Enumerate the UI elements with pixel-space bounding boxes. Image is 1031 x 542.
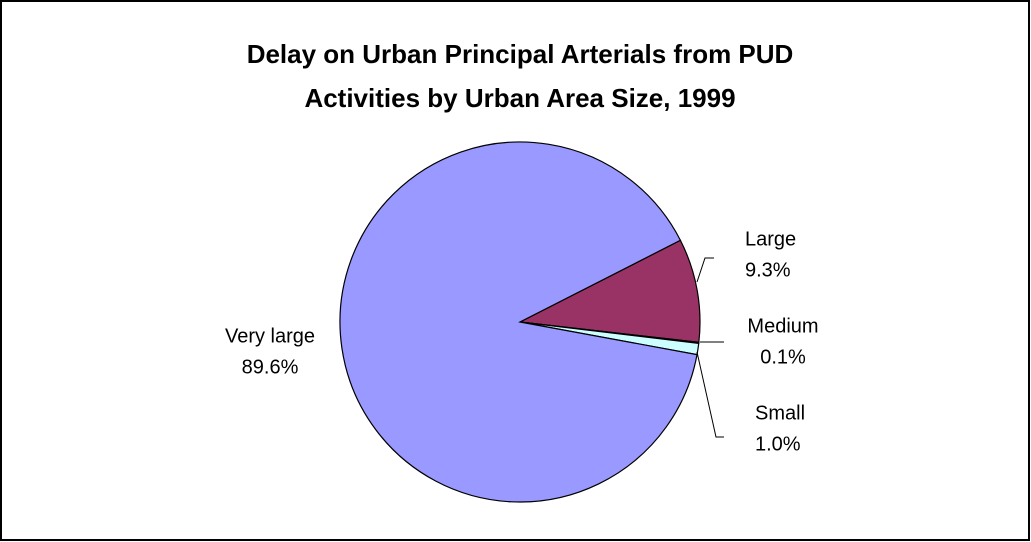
value-label: 0.1% xyxy=(760,346,806,368)
value-label: 1.0% xyxy=(755,433,801,455)
slice-label: Small xyxy=(755,402,805,424)
value-label: 9.3% xyxy=(745,259,791,281)
slice-label: Very large xyxy=(225,325,315,347)
pie-slice xyxy=(339,141,698,503)
slice-label: Large xyxy=(745,228,796,250)
leader-line xyxy=(696,351,724,438)
pie xyxy=(339,141,701,503)
value-label: 89.6% xyxy=(242,356,299,378)
pie-slice xyxy=(517,239,701,343)
chart-title: Activities by Urban Area Size, 1999 xyxy=(304,83,735,113)
chart-title: Delay on Urban Principal Arterials from … xyxy=(247,39,794,69)
leader-line xyxy=(696,257,714,283)
slice-label: Medium xyxy=(747,315,818,337)
